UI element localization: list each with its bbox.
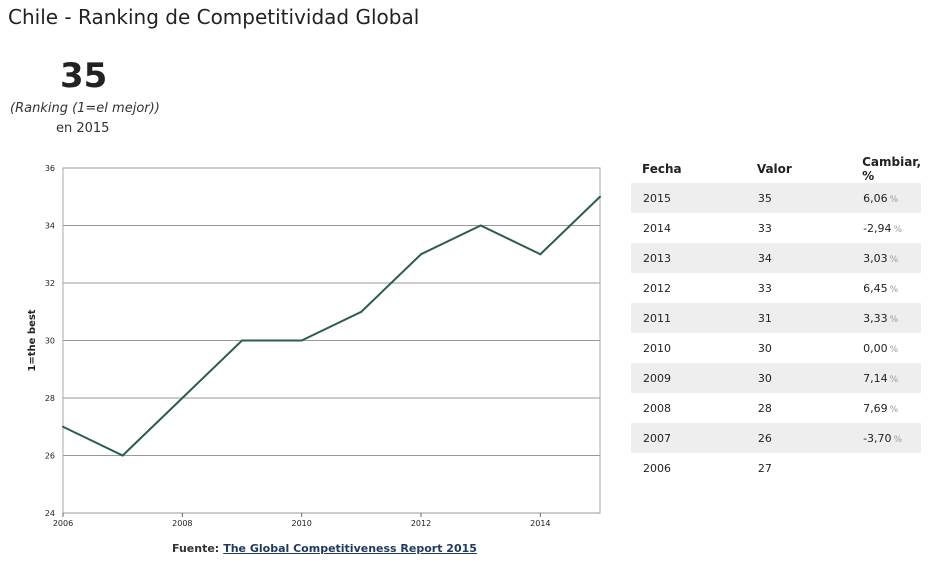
x-tick-label: 2012	[411, 519, 431, 528]
table-row: 2014 33 -2,94%	[631, 213, 921, 243]
line-chart: 24 26 28 30 32 34 36 2006 2008 2010 2012 2014 1=the …	[27, 164, 601, 528]
data-point	[300, 339, 303, 342]
table-row: 2011 31 3,33%	[631, 303, 921, 333]
cell-change: 6,45%	[851, 273, 921, 303]
cell-value: 30	[745, 363, 852, 393]
table-row: 2007 26 -3,70%	[631, 423, 921, 453]
change-number: 3,03	[863, 251, 888, 265]
cell-value: 26	[745, 423, 852, 453]
y-axis-label: 1=the best	[27, 309, 38, 371]
y-tick-label: 24	[45, 509, 55, 518]
cell-date: 2011	[631, 303, 746, 333]
cell-value: 35	[745, 183, 852, 213]
y-tick-label: 36	[45, 164, 55, 173]
cell-change: 3,03%	[851, 243, 921, 273]
cell-value: 30	[757, 341, 772, 355]
data-point	[599, 195, 601, 198]
data-table: Fecha Valor Cambiar, % 2015 35 6,06% 2014 33…	[631, 155, 921, 483]
header-value: Valor	[756, 162, 792, 176]
table-header-row: Fecha Valor Cambiar, %	[631, 155, 921, 183]
source-line: Fuente: The Global Competitiveness Report…	[172, 542, 477, 555]
data-point	[181, 397, 184, 399]
cell-change: 7,14%	[851, 363, 921, 393]
data-point	[62, 425, 64, 428]
headline-period: en 2015	[56, 121, 110, 136]
cell-change: -3,70%	[851, 423, 921, 453]
x-tick-label: 2010	[291, 519, 311, 528]
cell-date: 2012	[643, 281, 671, 295]
cell-change: -2,94%	[851, 213, 921, 243]
headline-subtitle: (Ranking (1=el mejor))	[10, 101, 160, 116]
change-number: 7,14	[863, 371, 888, 385]
series-line	[62, 196, 601, 457]
change-number: -3,70	[863, 431, 892, 445]
cell-change: 0,00%	[851, 333, 921, 363]
data-point	[360, 310, 363, 313]
header-change: Cambiar, %	[862, 155, 921, 183]
cell-date: 2006	[643, 461, 671, 475]
percent-symbol: %	[889, 344, 899, 355]
cell-date: 2007	[631, 423, 746, 453]
cell-change: 6,06%	[851, 183, 921, 213]
cell-value: 27	[757, 461, 772, 475]
cell-date: 2008	[643, 401, 671, 415]
cell-date: 2015	[631, 183, 746, 213]
table-row: 2008 28 7,69%	[631, 393, 921, 423]
table-row: 2009 30 7,14%	[631, 363, 921, 393]
x-tick-label: 2008	[172, 519, 192, 528]
cell-date: 2013	[631, 243, 746, 273]
percent-symbol: %	[889, 404, 899, 415]
x-tick-label: 2006	[53, 519, 73, 528]
cell-value: 28	[757, 401, 772, 415]
percent-symbol: %	[889, 314, 899, 325]
y-tick-label: 30	[45, 337, 55, 346]
cell-change: 7,69%	[851, 393, 921, 423]
change-number: -2,94	[863, 221, 892, 235]
source-label: Fuente:	[172, 542, 220, 555]
data-point	[241, 339, 243, 342]
cell-date: 2009	[631, 363, 746, 393]
change-number: 3,33	[863, 311, 888, 325]
percent-symbol: %	[889, 284, 899, 295]
table-row: 2013 34 3,03%	[631, 243, 921, 273]
table-row: 2015 35 6,06%	[631, 183, 921, 213]
data-point	[420, 253, 422, 256]
percent-symbol: %	[889, 194, 899, 205]
change-number: 6,06	[863, 191, 888, 205]
percent-symbol: %	[893, 434, 903, 445]
page-title: Chile - Ranking de Competitividad Global	[8, 5, 420, 29]
table-row: 2012 33 6,45%	[631, 273, 921, 303]
data-point	[479, 224, 482, 227]
cell-value: 33	[757, 221, 772, 235]
table-row: 2010 30 0,00%	[631, 333, 921, 363]
cell-change	[851, 453, 921, 483]
cell-date: 2010	[643, 341, 671, 355]
cell-value: 31	[745, 303, 852, 333]
headline-value: 35	[60, 56, 108, 96]
y-tick-label: 34	[45, 222, 55, 231]
cell-value: 34	[745, 243, 852, 273]
table-row: 2006 27	[631, 453, 921, 483]
cell-date: 2014	[643, 221, 671, 235]
percent-symbol: %	[893, 224, 903, 235]
data-point	[121, 454, 124, 457]
source-link[interactable]: The Global Competitiveness Report 2015	[223, 542, 477, 555]
cell-value: 33	[757, 281, 772, 295]
change-number: 7,69	[863, 401, 888, 415]
change-number: 0,00	[863, 341, 888, 355]
y-tick-label: 28	[45, 394, 55, 403]
header-date: Fecha	[642, 162, 682, 176]
y-tick-label: 26	[45, 452, 55, 461]
percent-symbol: %	[889, 374, 899, 385]
data-point	[539, 253, 542, 256]
change-number: 6,45	[863, 281, 888, 295]
percent-symbol: %	[889, 254, 899, 265]
x-tick-label: 2014	[530, 519, 550, 528]
y-tick-label: 32	[45, 279, 55, 288]
cell-change: 3,33%	[851, 303, 921, 333]
